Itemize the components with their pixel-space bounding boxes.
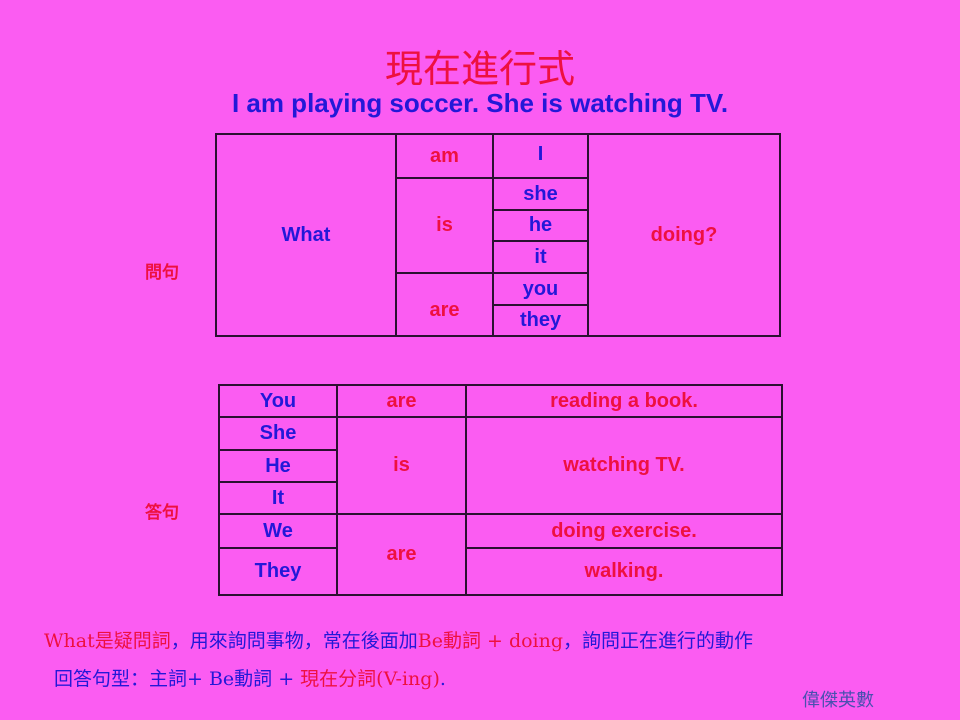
subject-cell: he (492, 209, 589, 242)
be-cell: are (336, 513, 467, 596)
note-segment: What是疑問詞 (44, 630, 171, 652)
subject-cell: It (218, 481, 338, 515)
note-segment: 回答句型：主詞+ Be動詞 + (54, 668, 301, 690)
subject-cell: they (492, 304, 589, 337)
verb-cell: doing? (587, 133, 781, 337)
subject-cell: We (218, 513, 338, 549)
slide-title: 現在進行式 (384, 47, 575, 91)
action-cell: walking. (465, 547, 783, 596)
subject-cell: You (218, 384, 338, 418)
subject-cell: She (218, 416, 338, 451)
subject-cell: you (492, 272, 589, 306)
be-cell: are (336, 384, 467, 418)
be-cell: am (395, 133, 494, 179)
note-line-2: 回答句型：主詞+ Be動詞 + 現在分詞(V-ing). (54, 664, 446, 691)
subject-cell: I (492, 133, 589, 179)
be-cell: is (336, 416, 467, 515)
note-segment: ，用來詢問事物，常在後面加 (170, 630, 418, 652)
action-cell: watching TV. (465, 416, 783, 515)
answer-label: 答句 (145, 503, 179, 523)
note-line-1: What是疑問詞，用來詢問事物，常在後面加Be動詞 + doing，詢問正在進行… (44, 626, 753, 653)
action-cell: doing exercise. (465, 513, 783, 549)
subject-cell: He (218, 449, 338, 483)
note-segment: Be動詞 + doing (417, 630, 564, 652)
action-cell: reading a book. (465, 384, 783, 418)
note-segment: . (439, 668, 446, 690)
wh-word-cell: What (215, 133, 397, 337)
note-segment: ，詢問正在進行的動作 (563, 630, 754, 652)
example-sentences: I am playing soccer. She is watching TV. (231, 88, 729, 118)
note-segment: 現在分詞(V-ing) (300, 668, 440, 690)
signature: 偉傑英數 (802, 690, 874, 711)
subject-cell: They (218, 547, 338, 596)
be-cell: are (395, 272, 494, 337)
question-label: 問句 (145, 263, 179, 283)
be-cell: is (395, 177, 494, 274)
subject-cell: she (492, 177, 589, 211)
subject-cell: it (492, 240, 589, 274)
